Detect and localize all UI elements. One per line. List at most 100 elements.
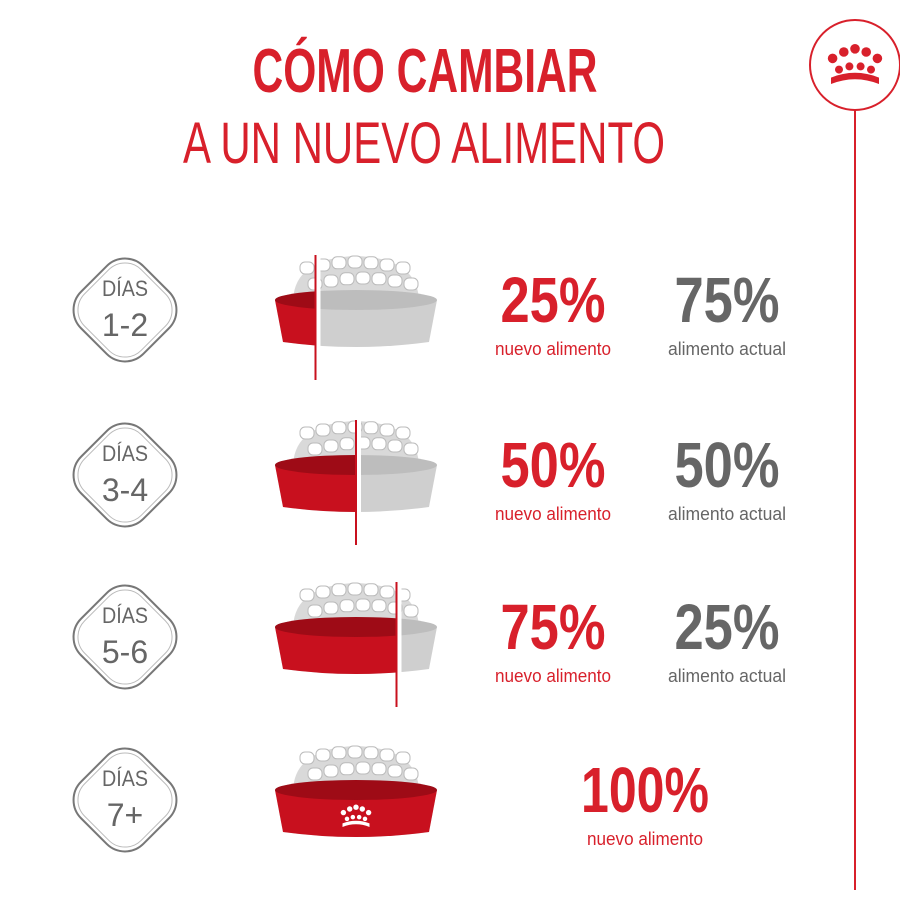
kibble (299, 588, 315, 602)
title-line-1: CÓMO CAMBIAR (253, 37, 598, 106)
kibble (299, 261, 315, 275)
kibble (379, 585, 395, 599)
bowl-rim-red (275, 617, 397, 637)
kibble (403, 277, 419, 291)
kibble (403, 442, 419, 456)
kibble (355, 598, 371, 612)
day-badge-inner (77, 427, 173, 523)
kibble (403, 767, 419, 781)
kibble (379, 748, 395, 762)
kibble (331, 256, 347, 270)
kibble (371, 762, 387, 776)
current-label: alimento actual (668, 666, 786, 686)
kibble (355, 761, 371, 775)
day-badge (72, 584, 178, 690)
kibble (323, 439, 339, 453)
kibble (315, 585, 331, 599)
kibble (339, 272, 355, 286)
kibble (315, 748, 331, 762)
bowl-body-red (275, 627, 397, 674)
new-percent: 50% (501, 429, 606, 501)
kibble (339, 437, 355, 451)
day-badge (72, 257, 178, 363)
kibble (363, 256, 379, 270)
kibble (395, 751, 411, 765)
kibble (299, 426, 315, 440)
new-label: nuevo alimento (587, 829, 703, 849)
step-row: DÍAS 1-2 25% nuevo alimento 75% alimento actu… (72, 255, 786, 380)
days-range: 5-6 (102, 634, 148, 670)
kibble (363, 746, 379, 760)
days-label: DÍAS (102, 766, 148, 791)
kibble (347, 582, 363, 596)
step-row: DÍAS 3-4 50% nuevo alimento 50% alimento actu… (72, 420, 786, 545)
days-label: DÍAS (102, 603, 148, 628)
kibble (331, 746, 347, 760)
kibble (403, 604, 419, 618)
current-label: alimento actual (668, 339, 786, 359)
days-label: DÍAS (102, 276, 148, 301)
current-percent: 25% (675, 591, 780, 663)
new-percent: 25% (501, 264, 606, 336)
bowl-rim-red (275, 455, 356, 475)
step-row: DÍAS 7+ 100% nuevo alimento (72, 745, 709, 853)
kibble (299, 751, 315, 765)
kibble (323, 274, 339, 288)
new-percent: 100% (581, 754, 709, 826)
kibble (307, 767, 323, 781)
day-badge-inner (77, 589, 173, 685)
day-badge-inner (77, 752, 173, 848)
kibble (339, 599, 355, 613)
kibble (331, 421, 347, 435)
current-percent: 75% (675, 264, 780, 336)
kibble (315, 423, 331, 437)
new-label: nuevo alimento (495, 504, 611, 524)
kibble (363, 421, 379, 435)
step-row: DÍAS 5-6 75% nuevo alimento 25% alimento actu… (72, 582, 786, 707)
current-label: alimento actual (668, 504, 786, 524)
kibble (371, 272, 387, 286)
title-line-2: A UN NUEVO ALIMENTO (183, 111, 665, 176)
bowl-new-food (275, 780, 437, 837)
kibble (323, 764, 339, 778)
kibble (323, 601, 339, 615)
bowl-rim-red (275, 291, 316, 309)
kibble (307, 442, 323, 456)
kibble (347, 255, 363, 269)
day-badge-inner (77, 262, 173, 358)
new-label: nuevo alimento (495, 666, 611, 686)
kibble (307, 604, 323, 618)
logo-circle (809, 19, 900, 111)
days-range: 7+ (107, 797, 143, 833)
kibble (371, 599, 387, 613)
days-label: DÍAS (102, 441, 148, 466)
bowl-rim-red (275, 780, 437, 800)
kibble (363, 583, 379, 597)
kibble (339, 762, 355, 776)
kibble (331, 583, 347, 597)
bowl-new-food (275, 617, 397, 674)
kibble (347, 745, 363, 759)
kibble (387, 274, 403, 288)
new-label: nuevo alimento (495, 339, 611, 359)
kibble (387, 439, 403, 453)
bowl-body-red (275, 300, 316, 346)
day-badge (72, 422, 178, 528)
kibble (379, 258, 395, 272)
kibble (355, 271, 371, 285)
days-range: 1-2 (102, 307, 148, 343)
steps: DÍAS 1-2 25% nuevo alimento 75% alimento actu… (72, 255, 786, 853)
kibble (371, 437, 387, 451)
bowl-body-red (275, 465, 356, 512)
days-range: 3-4 (102, 472, 148, 508)
new-percent: 75% (501, 591, 606, 663)
day-badge (72, 747, 178, 853)
kibble (379, 423, 395, 437)
kibble (395, 426, 411, 440)
current-percent: 50% (675, 429, 780, 501)
bowl-body-red (275, 790, 437, 837)
kibble (387, 764, 403, 778)
bowl-new-food (275, 455, 356, 512)
kibble (395, 261, 411, 275)
